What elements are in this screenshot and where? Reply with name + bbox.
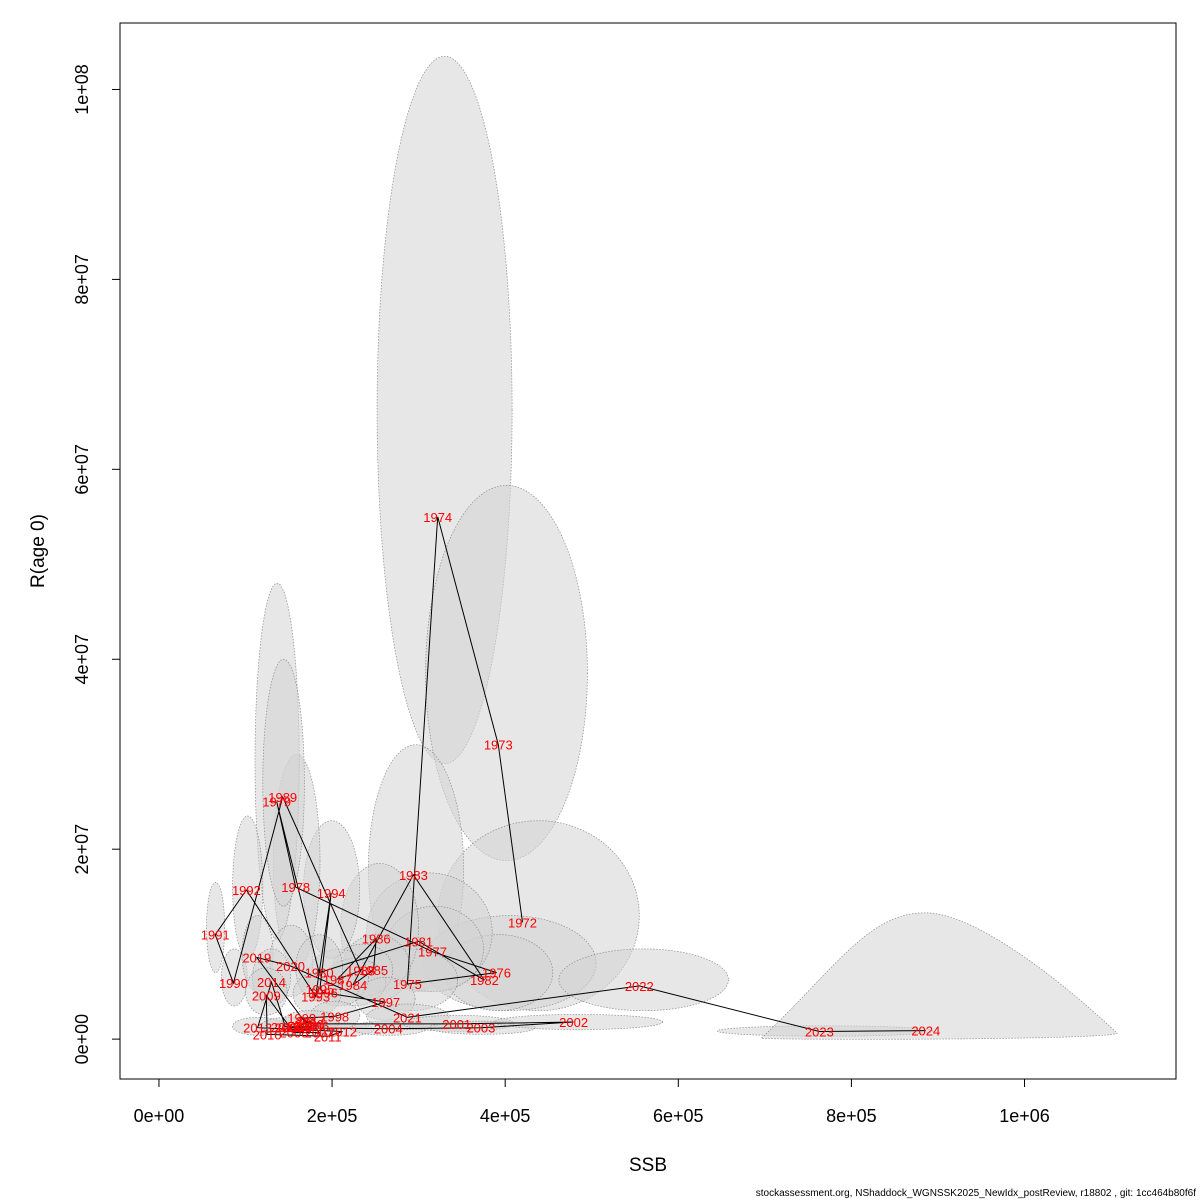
year-label-2018: 2018 <box>293 1019 322 1034</box>
year-label-1984: 1984 <box>338 978 367 993</box>
year-label-2024: 2024 <box>911 1024 940 1039</box>
year-label-1995: 1995 <box>305 982 334 997</box>
year-label-1982: 1982 <box>470 973 499 988</box>
year-label-1980: 1980 <box>305 966 334 981</box>
confidence-ellipse-2022 <box>558 948 729 1012</box>
year-label-1978: 1978 <box>281 880 310 895</box>
year-label-1976: 1976 <box>482 966 511 981</box>
year-label-2014: 2014 <box>257 975 286 990</box>
year-label-2019: 2019 <box>242 950 271 965</box>
y-tick-label: 1e+08 <box>72 64 92 115</box>
year-label-1972: 1972 <box>508 915 537 930</box>
y-tick-label: 6e+07 <box>72 444 92 495</box>
year-labels: 1972 1973 1974 1975 1976 1977 1978 1979 1980 1981… <box>201 510 941 1045</box>
year-label-2012: 2012 <box>328 1025 357 1040</box>
year-label-2022: 2022 <box>625 979 654 994</box>
year-label-1998: 1998 <box>320 1009 349 1024</box>
year-label-1989: 1989 <box>268 790 297 805</box>
y-axis: 0e+00 2e+07 4e+07 6e+07 8e+07 1e+08 <box>72 64 121 1065</box>
confidence-ellipse-2009 <box>245 967 288 1016</box>
confidence-ellipse-2002 <box>494 1014 664 1030</box>
year-label-2013: 2013 <box>243 1021 272 1036</box>
year-label-2011: 2011 <box>314 1029 342 1044</box>
footnote: stockassessment.org, NShaddock_WGNSSK202… <box>756 1188 1196 1199</box>
year-label-1993: 1993 <box>301 989 330 1004</box>
year-label-1973: 1973 <box>484 738 513 753</box>
year-label-1988: 1988 <box>346 964 375 979</box>
year-label-2009: 2009 <box>252 988 281 1003</box>
year-label-2006: 2006 <box>300 1019 329 1034</box>
year-label-2002: 2002 <box>559 1015 588 1030</box>
year-label-2001: 2001 <box>442 1017 471 1032</box>
year-label-2000: 2000 <box>295 1017 324 1032</box>
year-label-2008: 2008 <box>280 1026 309 1041</box>
y-tick-label: 4e+07 <box>72 634 92 685</box>
y-tick-label: 0e+00 <box>72 1014 92 1065</box>
year-label-2020: 2020 <box>276 959 305 974</box>
x-tick-label: 0e+00 <box>134 1106 185 1126</box>
year-label-1999: 1999 <box>287 1011 316 1026</box>
year-label-1981: 1981 <box>404 934 433 949</box>
x-axis-title: SSB <box>629 1155 667 1176</box>
x-tick-label: 6e+05 <box>653 1106 704 1126</box>
uncertainty-ellipses <box>206 55 1118 1040</box>
y-axis-title: R(age 0) <box>28 514 49 588</box>
year-label-1986: 1986 <box>362 932 391 947</box>
x-tick-label: 8e+05 <box>826 1106 877 1126</box>
x-tick-label: 4e+05 <box>480 1106 531 1126</box>
year-label-2005: 2005 <box>274 1021 303 1036</box>
year-label-1974: 1974 <box>423 510 452 525</box>
year-label-1992: 1992 <box>232 883 261 898</box>
year-label-2015: 2015 <box>271 1020 300 1035</box>
year-label-1987: 1987 <box>323 972 352 987</box>
year-label-1975: 1975 <box>393 977 422 992</box>
confidence-ellipse-1989 <box>262 658 305 907</box>
x-tick-label: 2e+05 <box>307 1106 358 1126</box>
year-label-1977: 1977 <box>418 945 447 960</box>
year-label-1983: 1983 <box>399 868 428 883</box>
year-label-2023: 2023 <box>805 1025 834 1040</box>
y-tick-label: 2e+07 <box>72 824 92 875</box>
year-trajectory-line <box>214 516 926 1037</box>
year-label-1991: 1991 <box>201 928 230 943</box>
year-label-2003: 2003 <box>466 1021 495 1036</box>
x-tick-label: 1e+06 <box>999 1106 1050 1126</box>
year-label-2010: 2010 <box>253 1027 282 1042</box>
year-label-2004: 2004 <box>374 1022 403 1037</box>
year-label-1994: 1994 <box>317 886 346 901</box>
year-label-2007: 2007 <box>305 1026 334 1041</box>
year-label-2017: 2017 <box>296 1014 325 1029</box>
confidence-ellipse-1991 <box>206 882 226 973</box>
year-label-1997: 1997 <box>371 995 400 1010</box>
year-label-1996: 1996 <box>309 986 338 1001</box>
x-axis: 0e+00 2e+05 4e+05 6e+05 8e+05 1e+06 <box>134 1078 1050 1126</box>
year-label-1990: 1990 <box>219 976 248 991</box>
confidence-region-2024 <box>760 912 1118 1040</box>
year-label-1985: 1985 <box>359 963 388 978</box>
year-label-2021: 2021 <box>393 1010 422 1025</box>
year-label-1979: 1979 <box>262 795 291 810</box>
year-label-2016: 2016 <box>283 1020 312 1035</box>
y-tick-label: 8e+07 <box>72 254 92 305</box>
